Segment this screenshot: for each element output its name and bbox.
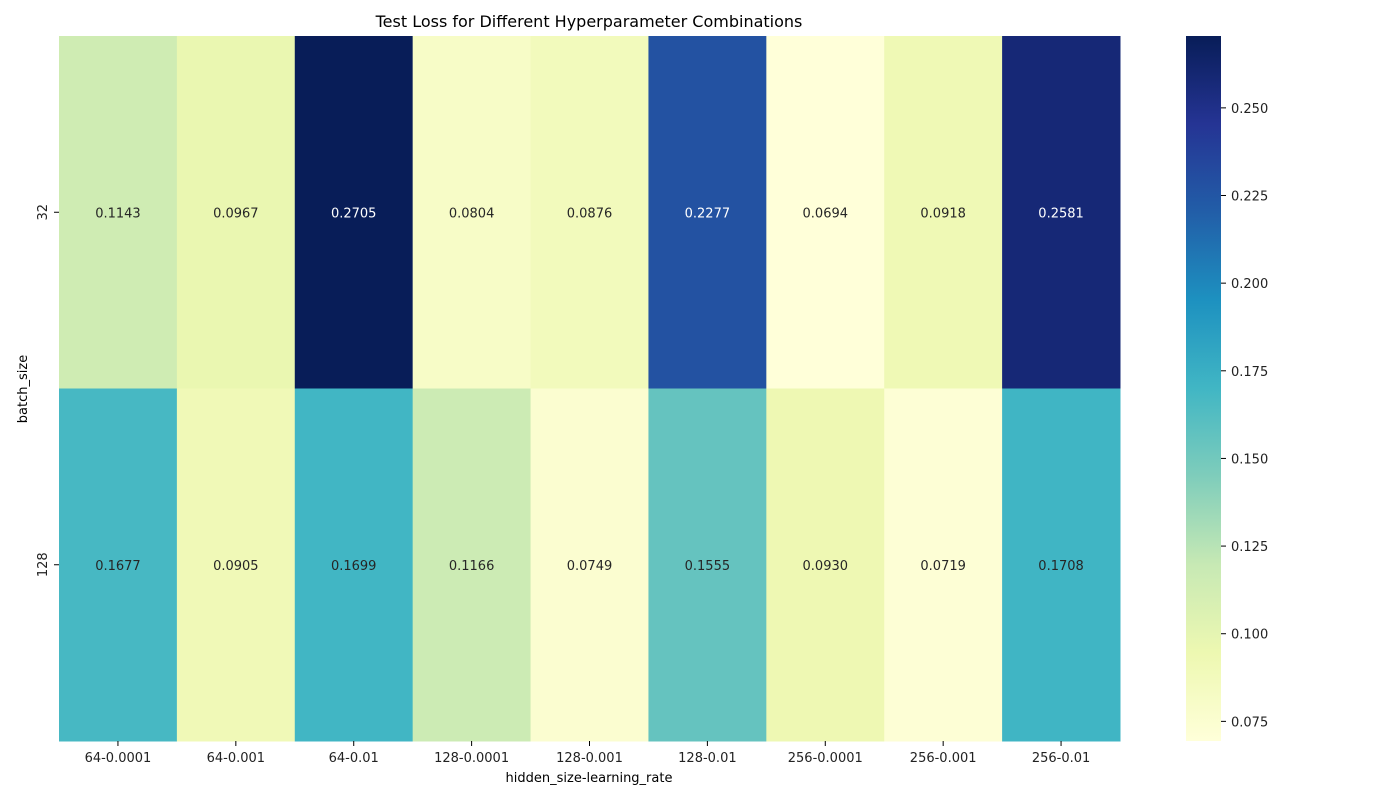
x-tick-label: 256-0.001 [910, 751, 977, 766]
y-tick-label: 32 [36, 204, 51, 221]
heatmap-cell [530, 36, 649, 389]
heatmap-cells: 0.1143 0.0967 0.2705 0.0804 0.0876 0.2277 0.06… [59, 36, 1121, 742]
heatmap-cell [648, 388, 767, 742]
colorbar-tick-label: 0.125 [1231, 540, 1268, 555]
cell-value-label: 0.1166 [449, 559, 495, 574]
cell-value-label: 0.0694 [803, 206, 849, 221]
heatmap-cell [59, 388, 178, 742]
cell-value-label: 0.2277 [685, 206, 731, 221]
cell-value-label: 0.0749 [567, 559, 613, 574]
heatmap-cell [766, 36, 885, 389]
x-tick-label: 64-0.001 [207, 751, 265, 766]
cell-value-label: 0.0967 [213, 206, 259, 221]
colorbar-tick-label: 0.075 [1231, 715, 1268, 730]
cell-value-label: 0.1708 [1038, 559, 1084, 574]
x-tick-label: 64-0.01 [329, 751, 379, 766]
x-axis-label: hidden_size-learning_rate [506, 771, 673, 786]
heatmap-cell [176, 36, 296, 389]
heatmap-cell [1002, 36, 1121, 389]
heatmap-cell [884, 388, 1003, 742]
heatmap-cell [176, 388, 296, 742]
cell-value-label: 0.1677 [95, 559, 141, 574]
cell-value-label: 0.0719 [920, 559, 966, 574]
y-axis-ticks: 32 128 [36, 204, 59, 577]
heatmap-cell [766, 388, 885, 742]
heatmap-cell [294, 388, 414, 742]
x-axis-ticks: 64-0.0001 64-0.001 64-0.01 128-0.0001 128-0.… [85, 741, 1090, 766]
heatmap-cell [1002, 388, 1121, 742]
colorbar-tick-label: 0.100 [1231, 628, 1268, 643]
colorbar-tick-label: 0.175 [1231, 365, 1268, 380]
cell-value-label: 0.0918 [920, 206, 966, 221]
colorbar-tick-label: 0.200 [1231, 277, 1268, 292]
x-tick-label: 128-0.01 [678, 751, 736, 766]
heatmap-cell [412, 36, 532, 389]
y-axis-label: batch_size [16, 355, 31, 423]
colorbar-tick-label: 0.225 [1231, 190, 1268, 205]
cell-value-label: 0.0905 [213, 559, 259, 574]
heatmap-cell [530, 388, 649, 742]
colorbar [1186, 36, 1221, 741]
cell-value-label: 0.0876 [567, 206, 613, 221]
heatmap-cell [294, 36, 414, 389]
cell-value-label: 0.0804 [449, 206, 495, 221]
x-tick-label: 256-0.01 [1032, 751, 1090, 766]
cell-value-label: 0.1555 [685, 559, 731, 574]
cell-value-label: 0.2705 [331, 206, 377, 221]
x-tick-label: 64-0.0001 [85, 751, 152, 766]
x-tick-label: 256-0.0001 [788, 751, 863, 766]
heatmap-cell [59, 36, 178, 389]
cell-value-label: 0.1143 [95, 206, 141, 221]
cell-value-label: 0.0930 [803, 559, 849, 574]
cell-value-label: 0.1699 [331, 559, 377, 574]
heatmap-cell [412, 388, 532, 742]
cell-value-label: 0.2581 [1038, 206, 1084, 221]
y-tick-label: 128 [36, 552, 51, 577]
colorbar-ticks: 0.075 0.100 0.125 0.150 0.175 0.200 0.225 0.250 [1221, 102, 1268, 730]
chart-title: Test Loss for Different Hyperparameter C… [375, 12, 803, 31]
x-tick-label: 128-0.001 [556, 751, 623, 766]
heatmap-cell [648, 36, 767, 389]
heatmap-cell [884, 36, 1003, 389]
colorbar-tick-label: 0.150 [1231, 452, 1268, 467]
colorbar-tick-label: 0.250 [1231, 102, 1268, 117]
x-tick-label: 128-0.0001 [434, 751, 509, 766]
